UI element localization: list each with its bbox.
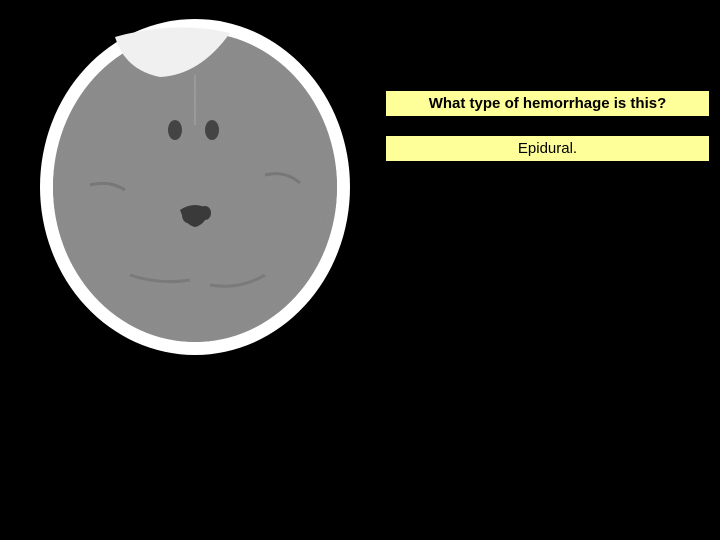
question-text: What type of hemorrhage is this? [429, 95, 667, 112]
ct-scan-image [30, 15, 360, 360]
answer-label: Epidural. [385, 135, 710, 162]
answer-text: Epidural. [518, 140, 577, 157]
question-label: What type of hemorrhage is this? [385, 90, 710, 117]
